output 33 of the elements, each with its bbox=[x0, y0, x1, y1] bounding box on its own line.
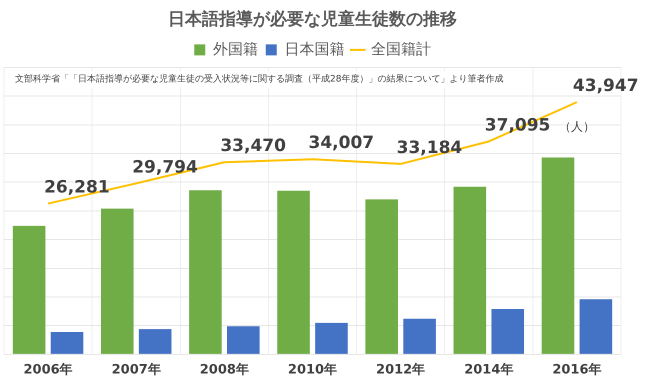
legend-label: 外国籍 bbox=[212, 40, 258, 58]
data-label: 26,281 bbox=[44, 177, 110, 198]
bar bbox=[138, 329, 172, 354]
bar bbox=[542, 158, 574, 354]
x-tick-label: 2010年 bbox=[288, 362, 338, 378]
bar bbox=[315, 322, 348, 354]
chart-title: 日本語指導が必要な児童生徒数の推移 bbox=[168, 10, 457, 30]
data-label: 34,007 bbox=[308, 133, 374, 154]
bar bbox=[50, 332, 84, 354]
bar bbox=[403, 318, 436, 354]
x-tick-label: 2007年 bbox=[112, 362, 161, 378]
bar bbox=[189, 190, 222, 354]
bar bbox=[491, 309, 524, 354]
bar bbox=[454, 186, 486, 354]
legend-label: 全国籍計 bbox=[370, 40, 431, 58]
bar bbox=[227, 326, 260, 354]
data-label: 29,794 bbox=[132, 157, 198, 178]
bar bbox=[100, 208, 134, 354]
data-label: 33,184 bbox=[396, 138, 462, 158]
x-tick-label: 2006年 bbox=[23, 362, 73, 378]
annotation: （人） bbox=[558, 120, 595, 134]
bar bbox=[365, 199, 398, 354]
annotation: 文部科学省「「日本語指導が必要な児童生徒の受入状況等に関する調査（平成28年度）」の結果について」より筆者作成 bbox=[15, 74, 504, 85]
bar bbox=[12, 226, 46, 354]
x-tick-label: 2016年 bbox=[552, 362, 602, 378]
legend-label: 日本国籍 bbox=[284, 40, 344, 58]
x-tick-label: 2012年 bbox=[376, 362, 426, 378]
data-label: 43,947 bbox=[572, 76, 639, 96]
data-label: 33,470 bbox=[220, 136, 286, 156]
x-tick-label: 2014年 bbox=[464, 362, 514, 378]
bar bbox=[277, 190, 310, 354]
bar bbox=[580, 299, 612, 354]
x-tick-label: 2008年 bbox=[200, 362, 249, 378]
